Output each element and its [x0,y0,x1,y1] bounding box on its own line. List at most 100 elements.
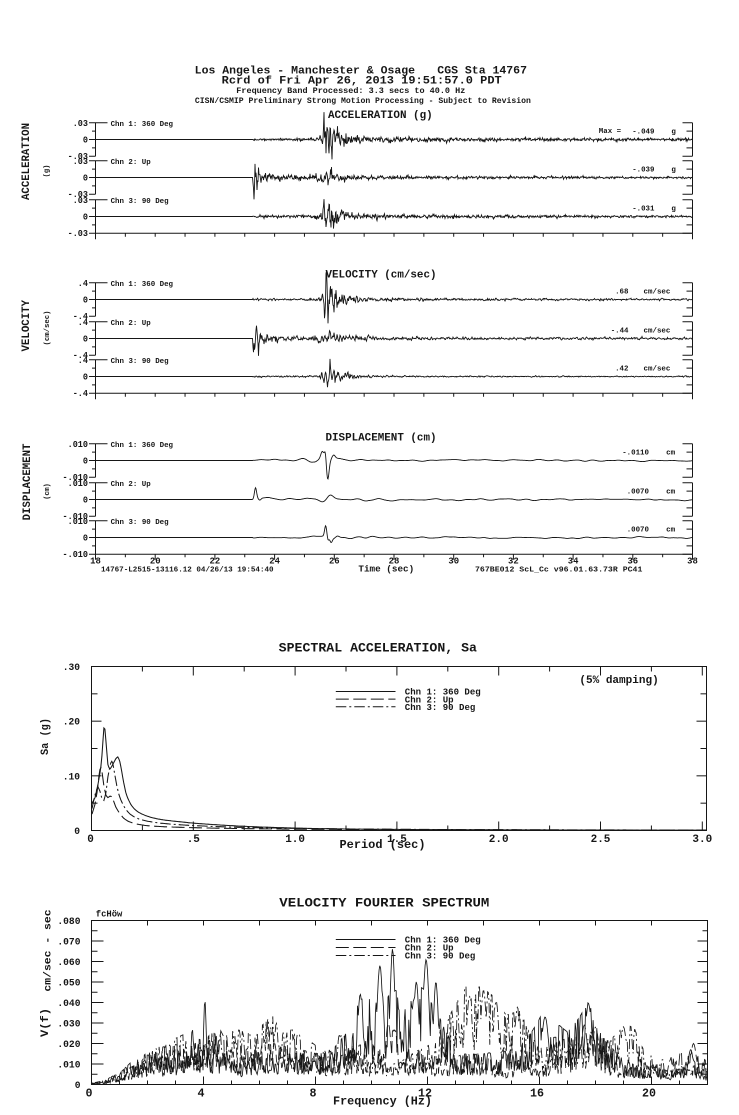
svg-text:-.4: -.4 [73,312,89,322]
svg-text:-.4: -.4 [73,351,89,361]
svg-text:.0070: .0070 [627,489,650,497]
svg-text:Chn 2: Up: Chn 2: Up [405,944,454,954]
svg-text:Chn 2: Up: Chn 2: Up [111,481,152,489]
svg-text:(g): (g) [44,165,52,178]
svg-text:(cm/sec): (cm/sec) [44,311,52,346]
svg-text:g: g [671,206,676,214]
svg-text:38: 38 [687,557,698,567]
svg-text:Chn 3: 90 Deg: Chn 3: 90 Deg [111,519,169,527]
svg-text:DISPLACEMENT: DISPLACEMENT [22,443,34,520]
svg-text:.060: .060 [57,958,80,969]
svg-text:-.010: -.010 [63,550,89,560]
svg-text:Chn 2: Up: Chn 2: Up [405,695,454,705]
svg-text:.030: .030 [57,1020,80,1031]
svg-text:.010: .010 [68,479,88,489]
svg-text:767BE012 ScL_Cc v96.01.63.73: 767BE012 ScL_Cc v96.01.63.73R PC41 [475,567,643,575]
svg-text:-.44: -.44 [611,328,629,336]
svg-text:DISPLACEMENT (cm): DISPLACEMENT (cm) [326,433,437,445]
svg-text:0: 0 [75,1081,81,1092]
svg-text:0: 0 [83,496,88,506]
svg-text:.5: .5 [187,834,201,846]
svg-text:20: 20 [150,557,161,567]
svg-text:.10: .10 [63,772,80,783]
svg-text:cm/sec - sec: cm/sec - sec [43,909,55,991]
svg-text:.0070: .0070 [627,527,650,535]
svg-text:-.03: -.03 [68,229,88,239]
svg-text:Period (sec): Period (sec) [340,838,426,852]
svg-text:-.03: -.03 [68,190,88,200]
svg-text:Time (sec): Time (sec) [358,564,414,575]
svg-text:Chn 1: 360 Deg: Chn 1: 360 Deg [405,936,481,946]
svg-text:-.049: -.049 [632,129,655,137]
svg-text:34: 34 [568,557,579,567]
svg-text:14767-L2515-13116.12 04/26/13: 14767-L2515-13116.12 04/26/13 19:54:40 [101,567,274,575]
svg-text:4: 4 [198,1087,205,1101]
svg-text:.03: .03 [73,157,88,167]
svg-text:Sa (g): Sa (g) [40,718,52,755]
svg-text:Frequency (Hz): Frequency (Hz) [333,1095,432,1109]
svg-text:Max =: Max = [599,128,622,136]
svg-text:Chn 1: 360 Deg: Chn 1: 360 Deg [111,442,174,450]
svg-text:(5% damping): (5% damping) [579,675,658,687]
svg-text:.4: .4 [78,318,89,328]
svg-text:0: 0 [86,1087,93,1101]
svg-text:0: 0 [87,834,94,846]
svg-text:.42: .42 [615,366,629,374]
svg-text:1.5: 1.5 [387,834,407,846]
svg-text:Chn 3: 90 Deg: Chn 3: 90 Deg [405,703,476,713]
svg-text:g: g [671,167,676,175]
svg-text:0: 0 [83,213,88,223]
svg-text:.080: .080 [57,917,80,928]
svg-text:22: 22 [210,557,221,567]
svg-text:30: 30 [448,557,459,567]
svg-text:-.4: -.4 [73,389,89,399]
svg-text:.68: .68 [615,289,629,297]
svg-text:0: 0 [83,174,88,184]
svg-text:16: 16 [530,1087,544,1101]
svg-text:cm/sec: cm/sec [644,328,671,336]
svg-text:Chn 1: 360 Deg: Chn 1: 360 Deg [111,121,174,129]
svg-text:2.5: 2.5 [591,834,611,846]
svg-text:.20: .20 [63,718,80,729]
svg-text:0: 0 [74,827,80,838]
svg-text:-.031: -.031 [632,206,655,214]
svg-text:SPECTRAL ACCELERATION, Sa: SPECTRAL ACCELERATION, Sa [279,641,477,656]
svg-text:-.039: -.039 [632,167,655,175]
svg-text:28: 28 [389,557,400,567]
svg-text:0: 0 [83,136,88,146]
svg-text:cm/sec: cm/sec [644,289,671,297]
svg-text:.010: .010 [68,440,88,450]
svg-text:.010: .010 [57,1061,80,1072]
svg-text:36: 36 [627,557,638,567]
svg-text:0: 0 [83,373,88,383]
svg-text:1.0: 1.0 [285,834,305,846]
svg-text:0: 0 [83,534,88,544]
svg-text:26: 26 [329,557,340,567]
svg-text:8: 8 [310,1087,317,1101]
svg-text:V(f): V(f) [40,1008,52,1037]
svg-text:cm/sec: cm/sec [644,366,671,374]
svg-text:Chn 1: 360 Deg: Chn 1: 360 Deg [405,688,481,698]
svg-text:2.0: 2.0 [489,834,509,846]
svg-text:Chn 3: 90 Deg: Chn 3: 90 Deg [405,952,476,962]
svg-text:.020: .020 [57,1040,80,1051]
svg-text:0: 0 [83,335,88,345]
svg-text:.30: .30 [63,663,80,674]
svg-text:Los Angeles - Manchester & Osa: Los Angeles - Manchester & Osage [195,66,416,78]
svg-text:.4: .4 [78,279,89,289]
svg-text:.050: .050 [57,979,80,990]
svg-text:VELOCITY FOURIER SPECTRUM: VELOCITY FOURIER SPECTRUM [279,896,489,911]
svg-text:32: 32 [508,557,519,567]
svg-text:VELOCITY (cm/sec): VELOCITY (cm/sec) [326,270,437,282]
svg-text:g: g [671,129,676,137]
svg-text:Chn 3: 90 Deg: Chn 3: 90 Deg [111,358,169,366]
svg-text:CISN/CSMIP Preliminary Strong: CISN/CSMIP Preliminary Strong Motion Pro… [195,97,531,106]
svg-text:Frequency Band Processed: 3.3: Frequency Band Processed: 3.3 secs to 40… [236,87,465,96]
svg-text:cm: cm [666,527,675,535]
svg-text:0: 0 [83,457,88,467]
svg-text:Chn 1: 360 Deg: Chn 1: 360 Deg [111,281,174,289]
svg-text:cm: cm [666,450,675,458]
svg-text:3.0: 3.0 [692,834,712,846]
svg-text:fcHöw: fcHöw [96,910,123,920]
svg-text:.040: .040 [57,999,80,1010]
